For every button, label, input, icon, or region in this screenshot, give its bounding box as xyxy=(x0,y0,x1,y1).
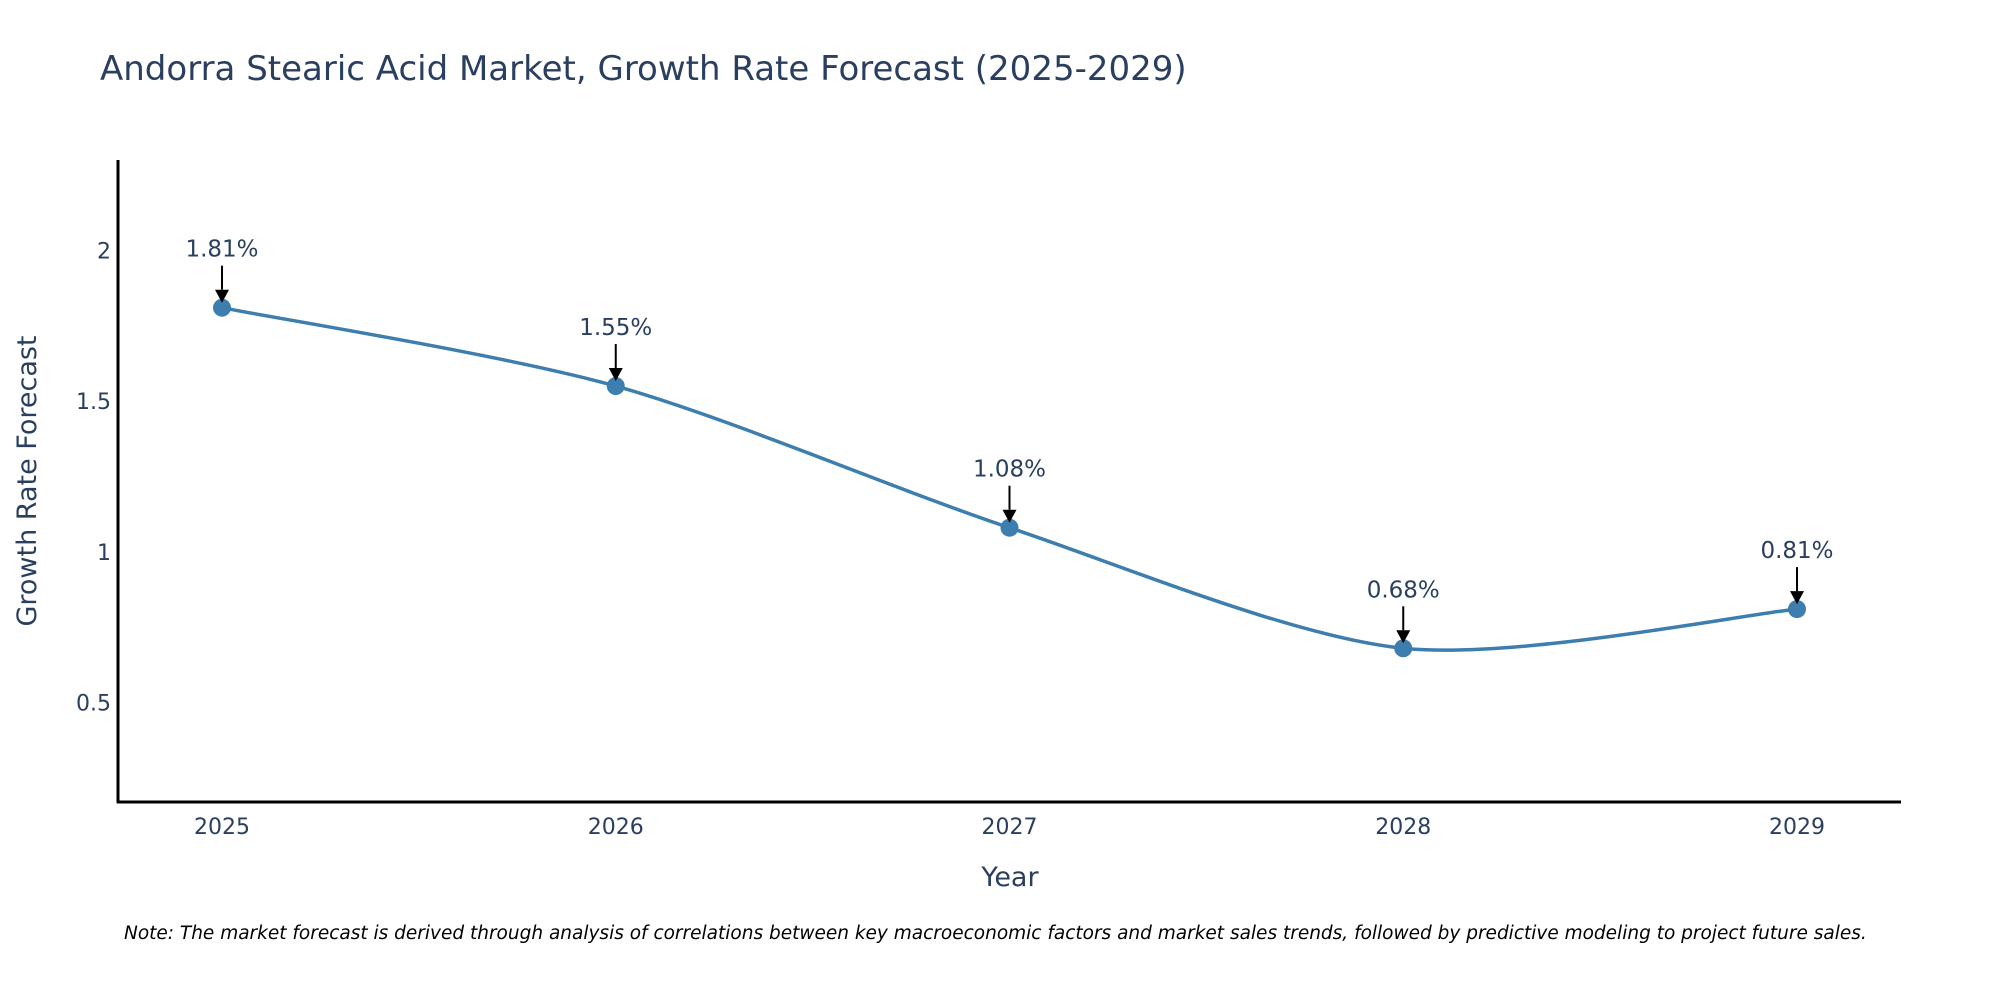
y-axis-ticks: 0.5 1 1.5 2 xyxy=(76,239,111,716)
annotation-arrow-head xyxy=(1002,509,1017,523)
x-tick-label: 2029 xyxy=(1769,815,1825,840)
chart-title: Andorra Stearic Acid Market, Growth Rate… xyxy=(100,49,1187,89)
x-tick-label: 2028 xyxy=(1375,815,1431,840)
data-label: 0.68% xyxy=(1367,577,1440,603)
data-label: 1.55% xyxy=(579,315,652,341)
y-axis-title: Growth Rate Forecast xyxy=(12,335,43,626)
annotation-arrow-head xyxy=(608,368,623,382)
x-tick-label: 2027 xyxy=(982,815,1038,840)
annotation-arrow-head xyxy=(1396,630,1411,644)
data-point-marker xyxy=(606,377,625,396)
data-point-marker xyxy=(1394,639,1413,658)
data-label: 1.08% xyxy=(973,457,1046,483)
data-label: 1.81% xyxy=(185,237,258,263)
x-axis-title: Year xyxy=(980,862,1039,893)
y-tick-label: 2 xyxy=(97,239,111,264)
plot-area: 1.81% 1.55% 1.08% 0.68% 0.81% xyxy=(185,237,1834,658)
data-label: 0.81% xyxy=(1760,538,1833,564)
footnote: Note: The market forecast is derived thr… xyxy=(124,923,1867,944)
data-point-marker xyxy=(213,298,231,317)
y-tick-label: 1 xyxy=(97,541,111,566)
annotation-arrow-head xyxy=(1790,591,1804,605)
y-tick-label: 0.5 xyxy=(76,692,111,717)
y-tick-label: 1.5 xyxy=(76,390,111,415)
data-point-marker xyxy=(1000,518,1019,537)
x-axis-ticks: 2025 2026 2027 2028 2029 xyxy=(194,815,1825,840)
data-point-marker xyxy=(1788,600,1806,619)
annotation-arrow-head xyxy=(215,289,229,303)
x-tick-label: 2026 xyxy=(588,815,644,840)
x-tick-label: 2025 xyxy=(194,815,250,840)
